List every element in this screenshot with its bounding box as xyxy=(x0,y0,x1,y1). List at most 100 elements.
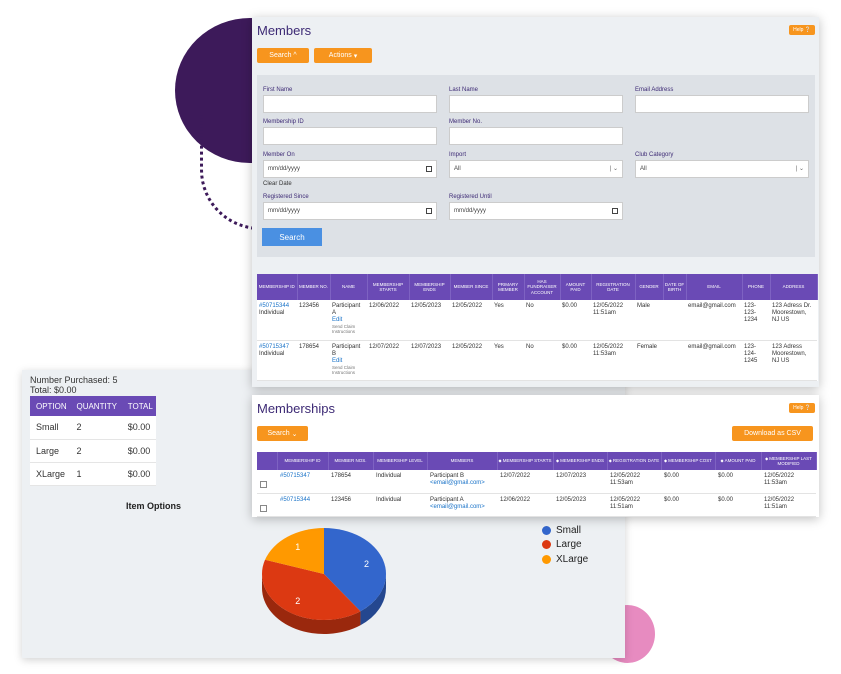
pie-slice-small[interactable] xyxy=(324,528,386,612)
import-value: All xyxy=(454,166,461,172)
search-submit-button[interactable]: Search xyxy=(262,228,322,246)
phone-cell: 123-123-1234 xyxy=(742,300,770,341)
last-name-input[interactable] xyxy=(449,95,623,113)
column-header[interactable]: MEMBERSHIP ENDS xyxy=(409,274,451,300)
membership-id-link[interactable]: #50715347 xyxy=(277,470,328,494)
clear-date-link[interactable]: Clear Date xyxy=(263,181,292,187)
registered-since-date-input[interactable]: mm/dd/yyyy xyxy=(263,202,437,220)
column-header-label: MEMBERS xyxy=(450,458,474,464)
quantity-cell: 2 xyxy=(70,439,122,463)
actions-button[interactable]: Actions ▾ xyxy=(314,48,372,63)
pie-slice-large[interactable] xyxy=(262,559,361,620)
sort-icon[interactable]: ◆ xyxy=(720,458,725,464)
search-label: Search xyxy=(269,52,292,59)
registered-until-date-input[interactable]: mm/dd/yyyy xyxy=(449,202,623,220)
legend-item[interactable]: XLarge xyxy=(542,552,588,567)
column-header[interactable]: PHONE xyxy=(742,274,771,300)
membership-type: Individual xyxy=(259,310,285,316)
pie-data-label: 1 xyxy=(295,542,300,552)
help-button[interactable]: Help ❔ xyxy=(789,25,815,35)
row-checkbox[interactable] xyxy=(260,504,267,512)
registered-since-label: Registered Since xyxy=(263,194,309,200)
membership-id-link[interactable]: #50715344 xyxy=(277,493,328,517)
member-on-label: Member On xyxy=(263,152,295,158)
column-header[interactable]: MEMBERS xyxy=(427,452,498,470)
membership-id-link[interactable]: #50715347 xyxy=(259,343,290,350)
search-toggle-button[interactable]: Search ^ xyxy=(257,48,309,63)
column-header[interactable]: ADDRESS xyxy=(770,274,818,300)
column-header[interactable]: AMOUNT PAID xyxy=(560,274,592,300)
column-header[interactable]: MEMBERSHIP STARTS xyxy=(367,274,410,300)
import-select[interactable]: All | ⌄ xyxy=(449,160,623,178)
calendar-icon[interactable] xyxy=(612,208,618,214)
membership-type: Individual xyxy=(259,350,285,357)
member-on-date-input[interactable]: mm/dd/yyyy xyxy=(263,160,437,178)
column-header[interactable]: GENDER xyxy=(635,274,664,300)
amount-paid-cell: $0.00 xyxy=(560,300,591,341)
membership-id-link[interactable]: #50715344 xyxy=(259,303,290,309)
member-email-link[interactable]: <email@gmail.com> xyxy=(430,503,485,510)
purchase-total: Total: $0.00 xyxy=(30,385,77,395)
legend-dot xyxy=(542,525,551,535)
members-cell: Participant B <email@gmail.com> xyxy=(427,470,497,494)
search-toggle-button[interactable]: Search ⌄ xyxy=(257,426,308,441)
last-name-label: Last Name xyxy=(449,87,479,93)
edit-link[interactable]: Edit xyxy=(332,357,343,364)
column-header[interactable]: REGISTRATION DATE xyxy=(591,274,636,300)
column-header[interactable]: ◆ MEMBERSHIP LAST MODIFIED xyxy=(761,452,817,470)
starts-cell: 12/07/2022 xyxy=(497,470,553,494)
legend-item[interactable]: Small xyxy=(542,523,588,538)
membership-id-input[interactable] xyxy=(263,127,437,145)
starts-cell: 12/07/2022 xyxy=(367,340,409,381)
email-input[interactable] xyxy=(635,95,809,113)
checkbox-cell xyxy=(257,493,277,517)
primary-cell: Yes xyxy=(492,300,524,341)
download-csv-button[interactable]: Download as CSV xyxy=(732,426,813,441)
legend-item[interactable]: Large xyxy=(542,538,588,553)
column-header: OPTION xyxy=(30,396,71,416)
club-category-select[interactable]: All | ⌄ xyxy=(635,160,809,178)
row-checkbox[interactable] xyxy=(260,481,267,488)
email-cell: email@gmail.com xyxy=(686,300,742,341)
table-row: #50715347 178654 Individual Participant B <e… xyxy=(257,470,816,494)
send-claim-link[interactable]: Send Claim Instructions xyxy=(332,324,356,334)
column-header[interactable]: HAS FUNDRAISER ACCOUNT xyxy=(524,274,561,300)
table-row: #50715344 123456 Individual Participant A <e… xyxy=(257,493,816,517)
calendar-icon[interactable] xyxy=(426,166,432,172)
member-email-link[interactable]: <email@gmail.com> xyxy=(430,480,485,486)
column-header-label: MEMBERSHIP COST xyxy=(668,458,713,464)
column-header[interactable]: EMAIL xyxy=(686,274,743,300)
column-header[interactable]: MEMBERSHIP ID xyxy=(277,452,329,470)
column-header[interactable]: MEMBER NOS. xyxy=(328,452,374,470)
sort-icon[interactable]: ◆ xyxy=(765,455,770,461)
column-header[interactable]: MEMBER NO. xyxy=(297,274,331,300)
column-header[interactable]: MEMBER SINCE xyxy=(450,274,493,300)
member-name: Participant B xyxy=(430,473,465,479)
first-name-input[interactable] xyxy=(263,95,437,113)
column-header[interactable]: ◆ MEMBERSHIP ENDS xyxy=(553,452,608,470)
member-no-input[interactable] xyxy=(449,127,623,145)
ends-cell: 12/05/2023 xyxy=(409,300,450,341)
edit-link[interactable]: Edit xyxy=(332,317,343,323)
sort-icon[interactable]: ◆ xyxy=(663,458,669,464)
calendar-icon[interactable] xyxy=(426,208,432,214)
column-header[interactable]: MEMBERSHIP ID xyxy=(257,274,298,300)
membership-id-cell: #50715347 Individual xyxy=(257,340,297,381)
sort-icon[interactable]: ◆ xyxy=(555,458,561,464)
column-header[interactable]: PRIMARY MEMBER xyxy=(492,274,525,300)
column-header[interactable]: NAME xyxy=(330,274,368,300)
sort-icon[interactable]: ◆ xyxy=(608,458,613,464)
last-modified-cell: 12/05/2022 11:51am xyxy=(761,493,816,517)
column-header[interactable]: DATE OF BIRTH xyxy=(663,274,687,300)
column-header[interactable]: ◆ REGISTRATION DATE xyxy=(607,452,662,470)
registration-date-cell: 12/05/2022 11:53am xyxy=(607,470,661,494)
column-header[interactable]: ◆ MEMBERSHIP STARTS xyxy=(497,452,554,470)
column-header[interactable]: ◆ MEMBERSHIP COST xyxy=(661,452,716,470)
pie-slice-side-large xyxy=(262,574,361,634)
sort-icon[interactable]: ◆ xyxy=(498,458,503,464)
column-header[interactable]: MEMBERSHIP LEVEL xyxy=(373,452,428,470)
pie-slice-xlarge[interactable] xyxy=(265,528,324,574)
send-claim-link[interactable]: Send Claim Instructions xyxy=(332,364,356,375)
column-header[interactable]: ◆ AMOUNT PAID xyxy=(715,452,762,470)
help-button[interactable]: Help ❔ xyxy=(789,403,815,413)
